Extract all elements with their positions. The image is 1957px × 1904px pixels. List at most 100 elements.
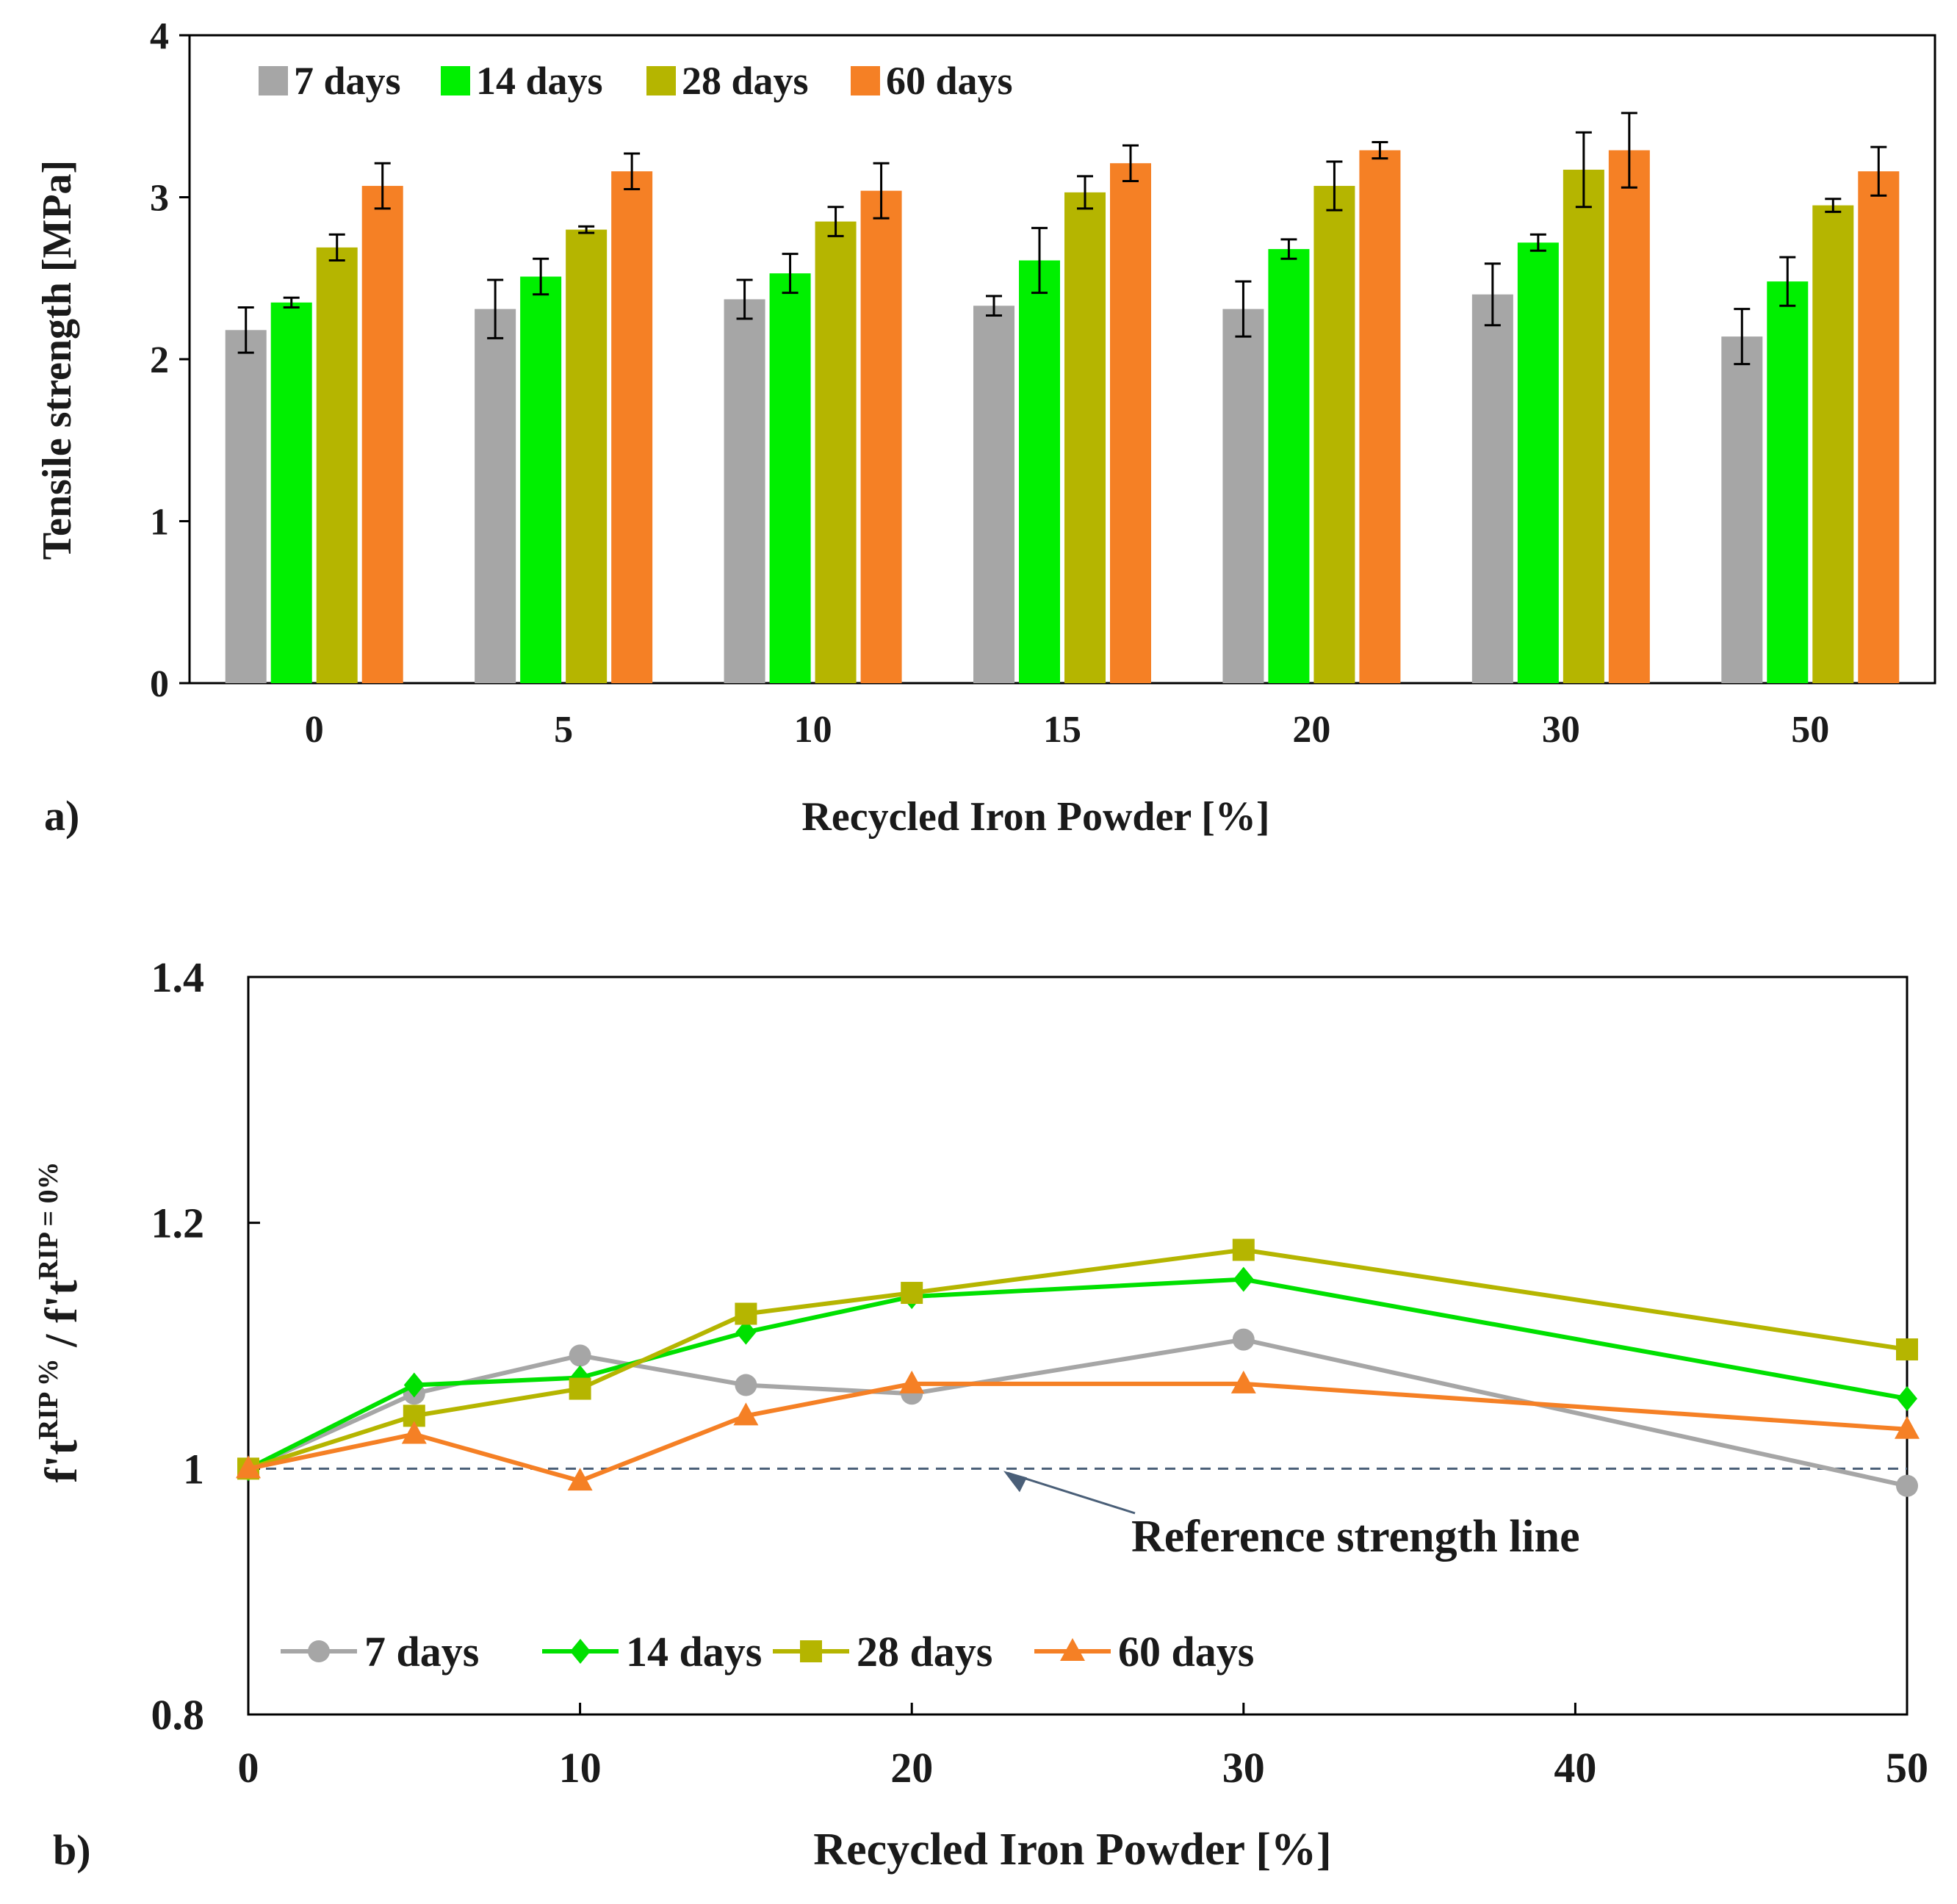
bar-60-days-15 bbox=[1110, 163, 1151, 683]
x-axis-title-b: Recycled Iron Powder [%] bbox=[813, 1825, 1331, 1875]
y-tick-label-a-3: 3 bbox=[150, 178, 169, 220]
point-60-days-50 bbox=[1895, 1416, 1920, 1439]
legend-label-a-28-days: 28 days bbox=[682, 59, 809, 103]
x-tick-label-b-30: 30 bbox=[1222, 1744, 1265, 1792]
bar-14-days-10 bbox=[769, 273, 811, 683]
reference-line-group: Reference strength line bbox=[248, 1467, 1907, 1562]
x-tick-label-b-0: 0 bbox=[238, 1744, 259, 1792]
legend-swatch-a-7-days bbox=[259, 66, 288, 95]
bar-7-days-15 bbox=[973, 306, 1014, 683]
bar-7-days-50 bbox=[1721, 336, 1763, 683]
y-tick-label-a-2: 2 bbox=[150, 339, 169, 381]
bar-28-days-15 bbox=[1064, 192, 1106, 683]
point-7-days-15 bbox=[735, 1374, 757, 1396]
point-14-days-30 bbox=[1233, 1266, 1254, 1292]
y-axis-b: 0.8 1 1.2 1.4 bbox=[151, 953, 260, 1739]
legend-label-b-14-days: 14 days bbox=[626, 1628, 762, 1676]
reference-arrow-head bbox=[1003, 1471, 1027, 1493]
y-axis-title-sep: / bbox=[37, 1323, 87, 1358]
x-tick-label-a-5: 5 bbox=[554, 709, 573, 751]
panel-label-a: a) bbox=[44, 792, 79, 840]
bar-28-days-20 bbox=[1313, 186, 1355, 683]
bar-7-days-30 bbox=[1471, 294, 1513, 683]
legend-swatch-a-28-days bbox=[646, 66, 676, 95]
y-axis-title-sup2: RIP = 0% bbox=[33, 1161, 64, 1280]
bar-7-days-5 bbox=[475, 309, 516, 683]
y-tick-label-a-4: 4 bbox=[150, 15, 169, 57]
x-tick-label-a-10: 10 bbox=[794, 709, 832, 751]
x-tick-label-a-50: 50 bbox=[1791, 709, 1829, 751]
bar-28-days-5 bbox=[566, 229, 608, 684]
point-28-days-10 bbox=[569, 1377, 591, 1400]
legend-label-a-7-days: 7 days bbox=[294, 59, 401, 103]
bar-14-days-5 bbox=[520, 276, 562, 683]
bar-7-days-20 bbox=[1222, 309, 1264, 683]
point-14-days-5 bbox=[403, 1372, 425, 1398]
x-tick-label-a-15: 15 bbox=[1043, 709, 1081, 751]
x-tick-label-b-50: 50 bbox=[1886, 1744, 1928, 1792]
x-axis-title-a: Recycled Iron Powder [%] bbox=[801, 794, 1269, 840]
bar-60-days-30 bbox=[1608, 150, 1650, 683]
legend-swatch-a-14-days bbox=[441, 66, 470, 95]
bar-60-days-10 bbox=[860, 190, 902, 683]
reference-arrow-shaft bbox=[1007, 1471, 1136, 1515]
y-tick-label-a-1: 1 bbox=[150, 502, 169, 544]
bar-60-days-20 bbox=[1359, 150, 1401, 683]
x-tick-label-a-20: 20 bbox=[1292, 709, 1330, 751]
panel-label-b: b) bbox=[53, 1826, 91, 1874]
point-60-days-0 bbox=[236, 1455, 261, 1479]
legend-label-a-60-days: 60 days bbox=[886, 59, 1013, 103]
y-axis-title-sup1: RIP % bbox=[33, 1358, 64, 1440]
point-28-days-50 bbox=[1896, 1338, 1918, 1361]
bar-14-days-20 bbox=[1268, 249, 1310, 683]
line-chart-panel-b: 0.8 1 1.2 1.4 0 10 20 30 40 50 Reference strengt… bbox=[33, 953, 1928, 1875]
bar-60-days-5 bbox=[611, 171, 653, 684]
x-tick-label-b-40: 40 bbox=[1554, 1744, 1596, 1792]
y-tick-label-b-1-2: 1.2 bbox=[151, 1200, 205, 1247]
point-14-days-50 bbox=[1897, 1385, 1917, 1411]
point-60-days-5 bbox=[401, 1421, 427, 1444]
point-28-days-15 bbox=[735, 1302, 757, 1325]
y-axis-title-main2: f't bbox=[37, 1280, 87, 1323]
point-28-days-30 bbox=[1232, 1238, 1255, 1261]
point-60-days-15 bbox=[733, 1402, 759, 1426]
point-14-days-15 bbox=[735, 1319, 757, 1345]
series-lines-b bbox=[236, 1238, 1920, 1497]
bar-28-days-30 bbox=[1563, 170, 1604, 683]
point-60-days-30 bbox=[1230, 1370, 1256, 1393]
bar-60-days-50 bbox=[1858, 171, 1900, 684]
legend-marker-b-60-days bbox=[1060, 1638, 1085, 1661]
bar-28-days-10 bbox=[815, 221, 857, 683]
legend-marker-b-7-days bbox=[308, 1640, 330, 1662]
point-28-days-20 bbox=[901, 1282, 923, 1305]
x-tick-label-b-20: 20 bbox=[890, 1744, 933, 1792]
bar-14-days-50 bbox=[1767, 281, 1809, 683]
bar-14-days-0 bbox=[270, 302, 312, 683]
legend-swatch-a-60-days bbox=[851, 66, 880, 95]
x-axis-a: 0 5 10 15 20 30 50 bbox=[305, 709, 1830, 751]
point-60-days-20 bbox=[899, 1370, 925, 1393]
bar-chart-panel-a: 0 1 2 3 4 0 5 10 15 20 3 0 50 7 days 14 days 28 days 6… bbox=[35, 15, 1936, 840]
legend-label-a-14-days: 14 days bbox=[476, 59, 603, 103]
bar-7-days-0 bbox=[225, 330, 267, 683]
bars-a bbox=[225, 112, 1900, 684]
y-tick-label-a-0: 0 bbox=[150, 663, 169, 705]
legend-label-b-60-days: 60 days bbox=[1118, 1628, 1254, 1676]
plot-area-a bbox=[188, 34, 1936, 685]
y-tick-label-b-1: 1 bbox=[183, 1445, 204, 1493]
x-tick-label-b-10: 10 bbox=[559, 1744, 602, 1792]
x-tick-label-a-0: 0 bbox=[305, 709, 324, 751]
reference-line-label: Reference strength line bbox=[1131, 1512, 1580, 1562]
y-axis-title-main: f't bbox=[37, 1440, 87, 1483]
point-7-days-50 bbox=[1896, 1474, 1918, 1497]
y-axis-title-a: Tensile strength [MPa] bbox=[35, 160, 80, 560]
y-tick-label-b-0-8: 0.8 bbox=[151, 1691, 205, 1739]
point-7-days-10 bbox=[569, 1344, 591, 1367]
bar-28-days-0 bbox=[316, 247, 358, 684]
legend-marker-b-14-days bbox=[570, 1639, 591, 1664]
legend-b: 7 days 14 days 28 days 60 days bbox=[281, 1628, 1254, 1676]
y-axis-title-b: f'tRIP % / f'tRIP = 0% bbox=[33, 1161, 87, 1482]
point-60-days-10 bbox=[567, 1468, 593, 1491]
y-axis-a: 0 1 2 3 4 bbox=[150, 15, 190, 705]
